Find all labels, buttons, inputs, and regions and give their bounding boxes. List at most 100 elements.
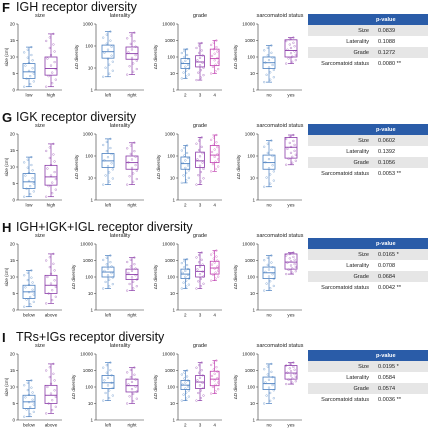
row-value: 0.0574 — [375, 383, 428, 394]
box-3 — [195, 251, 205, 290]
data-point — [292, 251, 295, 254]
data-point — [271, 273, 274, 276]
y-tick-label: 1000 — [245, 258, 256, 263]
x-tick-label: high — [47, 203, 56, 208]
data-point — [213, 267, 216, 270]
data-point — [293, 149, 296, 152]
data-point — [267, 167, 271, 170]
subplot-title: laterality — [110, 123, 131, 129]
row-value: 0.0165 * — [375, 249, 428, 260]
y-tick-label: 10 — [170, 291, 176, 296]
data-point — [53, 269, 56, 272]
data-point — [185, 258, 189, 261]
data-point — [196, 59, 199, 62]
data-point — [32, 182, 35, 185]
subplot-grade: grade 1 10 100 1000 ΔD diversity 2 3 4 — [156, 123, 222, 208]
data-point — [285, 364, 288, 367]
data-point — [187, 395, 190, 398]
data-point — [293, 258, 296, 261]
data-point — [104, 174, 107, 177]
data-point — [270, 44, 273, 47]
y-tick-label: 10000 — [242, 352, 255, 357]
box-below — [22, 269, 36, 308]
data-point — [197, 391, 200, 395]
data-point — [103, 159, 106, 162]
data-point — [187, 73, 190, 76]
data-point — [129, 376, 132, 379]
x-tick-label: yes — [287, 423, 295, 428]
data-point — [201, 270, 204, 273]
y-axis-label: ΔD diversity — [233, 374, 238, 399]
data-point — [29, 405, 32, 409]
data-point — [198, 261, 201, 264]
data-point — [184, 387, 187, 390]
data-point — [132, 392, 135, 396]
data-point — [46, 385, 49, 389]
data-point — [288, 43, 291, 46]
data-point — [30, 163, 33, 167]
row-value: 0.0684 — [375, 271, 428, 282]
box-iqr — [284, 365, 298, 380]
p-value-table: p-value Size 0.0165 * Laterality 0.0708 Gr… — [308, 238, 428, 293]
y-tick-label: 1000 — [165, 38, 176, 43]
data-point — [213, 261, 216, 264]
data-point — [133, 373, 136, 376]
data-point — [210, 138, 213, 141]
p-value-table: p-value Size 0.0602 Laterality 0.1392 Grad… — [308, 124, 428, 179]
data-point — [49, 53, 53, 57]
data-point — [213, 148, 216, 151]
y-axis-label: ΔD diversity — [233, 44, 238, 69]
data-point — [135, 390, 138, 393]
data-point — [27, 393, 31, 397]
data-point — [288, 257, 291, 260]
box-2 — [180, 369, 191, 402]
data-point — [198, 64, 202, 67]
data-point — [49, 64, 53, 67]
y-tick-label: 0 — [12, 198, 15, 203]
panel-g-plots: size 0 5 10 15 20 size (cm) low high laterality 1 1… — [4, 123, 304, 208]
data-point — [266, 46, 269, 50]
x-tick-label: no — [266, 423, 272, 428]
y-tick-label: 10000 — [162, 242, 175, 247]
data-point — [217, 67, 220, 71]
data-point — [29, 185, 32, 188]
data-point — [271, 63, 274, 67]
data-point — [201, 54, 204, 57]
data-point — [132, 287, 135, 290]
y-tick-label: 1 — [252, 198, 255, 203]
y-tick-label: 10 — [10, 165, 16, 170]
data-point — [128, 175, 131, 178]
data-point — [109, 137, 112, 140]
data-point — [127, 51, 130, 54]
data-point — [51, 71, 54, 74]
data-point — [27, 69, 31, 72]
data-point — [263, 368, 266, 371]
data-point — [272, 170, 275, 173]
data-point — [267, 268, 271, 271]
data-point — [195, 399, 198, 402]
y-tick-label: 1000 — [245, 38, 256, 43]
data-point — [126, 183, 129, 186]
data-point — [210, 54, 214, 57]
data-point — [110, 54, 113, 57]
y-tick-label: 1 — [252, 308, 255, 313]
data-point — [132, 280, 135, 283]
subplot-laterality: laterality 1 10 100 1000 ΔD diversity left righ… — [74, 123, 144, 208]
data-point — [30, 386, 33, 389]
data-point — [217, 388, 220, 391]
x-tick-label: 4 — [213, 203, 216, 208]
data-point — [133, 141, 136, 144]
data-point — [212, 361, 215, 364]
x-tick-label: yes — [287, 313, 295, 318]
data-point — [198, 384, 202, 387]
y-tick-label: 100 — [167, 275, 175, 280]
data-point — [27, 291, 31, 294]
box-no — [262, 44, 276, 84]
data-point — [200, 145, 203, 148]
row-value: 0.1392 — [375, 146, 428, 157]
data-point — [49, 392, 53, 395]
data-point — [105, 33, 108, 36]
x-tick-label: 3 — [199, 313, 202, 318]
data-point — [210, 363, 213, 367]
data-point — [270, 51, 273, 54]
